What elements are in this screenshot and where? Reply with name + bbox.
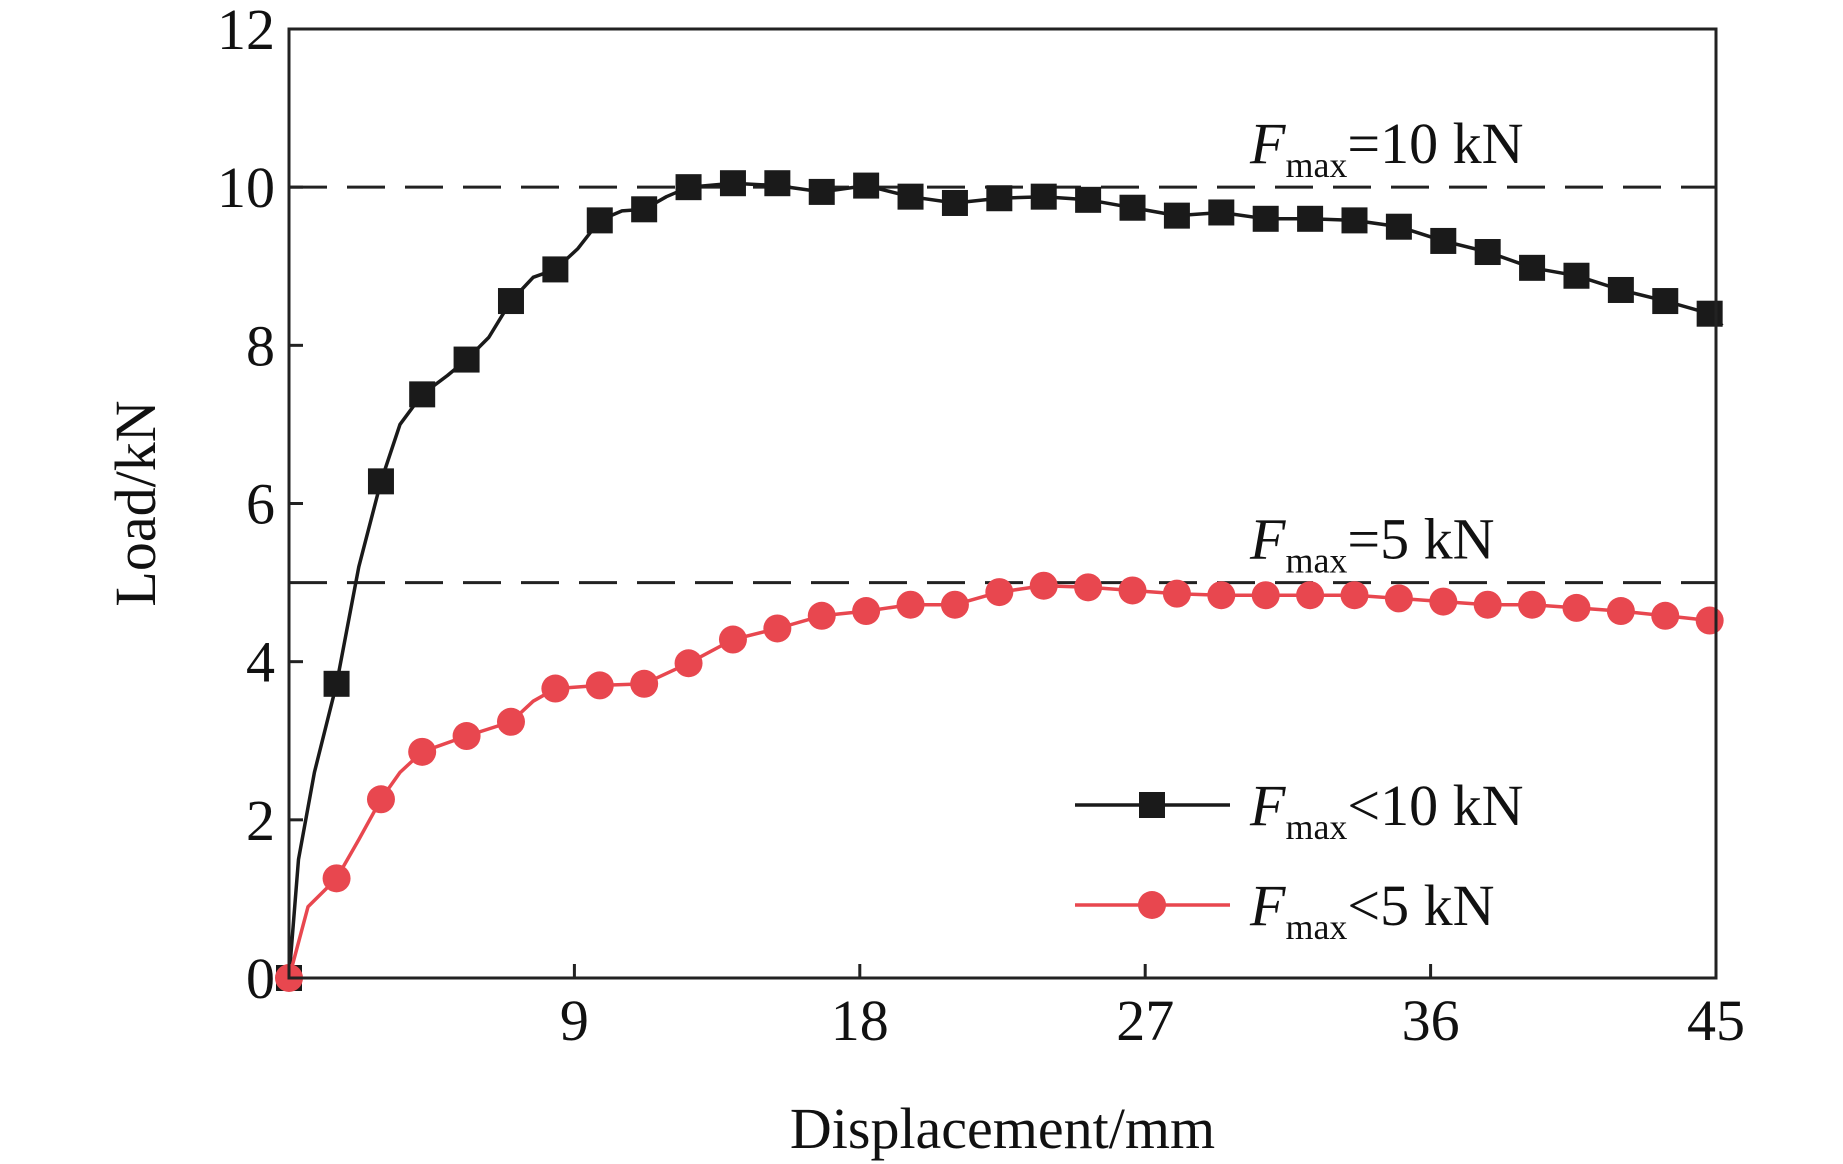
data-point: [323, 670, 350, 697]
data-point: [1651, 601, 1680, 630]
data-point: [986, 185, 1013, 212]
data-point: [585, 671, 614, 700]
y-tick-label: 4: [246, 630, 275, 695]
data-point: [719, 170, 746, 197]
data-point: [541, 674, 570, 703]
data-point: [1118, 576, 1147, 605]
reference-labels: Fmax=10 kN Fmax=5 kN: [1249, 111, 1524, 580]
data-point: [675, 174, 702, 201]
data-point: [940, 590, 969, 619]
data-point: [1518, 590, 1547, 619]
legend-label: Fmax<5 kN: [1249, 873, 1495, 947]
legend: Fmax<10 kN Fmax<5 kN: [1075, 773, 1524, 947]
data-point: [408, 737, 437, 766]
data-point: [496, 707, 525, 736]
data-point: [1695, 606, 1724, 635]
data-point: [1474, 239, 1501, 266]
data-point: [1341, 207, 1368, 234]
data-point: [630, 669, 659, 698]
data-point: [1207, 581, 1236, 610]
data-point: [1119, 194, 1146, 221]
y-tick-label: 8: [246, 313, 275, 378]
data-point: [897, 183, 924, 210]
data-point: [631, 196, 658, 223]
data-point: [1385, 213, 1412, 240]
data-point: [1252, 205, 1279, 232]
data-point: [366, 785, 395, 814]
data-point: [941, 189, 968, 216]
y-tick-label: 0: [246, 946, 275, 1011]
data-point: [1563, 262, 1590, 289]
data-point: [1296, 581, 1325, 610]
axis-ticks: 0 2 4 6 8 10 12 9 18 27 36 45: [217, 0, 1745, 1053]
data-point: [763, 614, 792, 643]
data-point: [497, 288, 524, 315]
data-point: [1251, 581, 1280, 610]
legend-label: Fmax<10 kN: [1249, 773, 1524, 847]
data-point: [853, 172, 880, 199]
x-tick-label: 36: [1402, 988, 1460, 1053]
data-point: [674, 649, 703, 678]
data-point: [1029, 571, 1058, 600]
x-tick-label: 45: [1687, 988, 1745, 1053]
legend-item-2: Fmax<5 kN: [1075, 873, 1495, 947]
reference-lines: [289, 185, 1716, 585]
legend-marker: [1139, 792, 1165, 818]
data-point: [1297, 205, 1324, 232]
data-point: [1696, 300, 1723, 327]
data-point: [1430, 227, 1457, 254]
data-point: [1606, 597, 1635, 626]
data-point: [807, 601, 836, 630]
data-point: [1652, 288, 1679, 315]
data-point: [1030, 183, 1057, 210]
data-point: [1384, 584, 1413, 613]
data-point: [586, 207, 613, 234]
data-point: [1208, 199, 1235, 226]
data-point: [896, 590, 925, 619]
reference-label-10: Fmax=10 kN: [1249, 111, 1524, 185]
data-point: [542, 256, 569, 283]
y-tick-label: 12: [217, 0, 275, 62]
data-point: [1075, 186, 1102, 213]
legend-marker: [1138, 891, 1166, 919]
reference-label-5: Fmax=5 kN: [1249, 507, 1495, 581]
x-tick-label: 9: [560, 988, 589, 1053]
data-point: [1429, 587, 1458, 616]
data-point: [409, 381, 436, 408]
data-point: [1074, 573, 1103, 602]
y-tick-label: 10: [217, 155, 275, 220]
data-point: [1162, 579, 1191, 608]
data-point: [1340, 581, 1369, 610]
y-axis-title: Load/kN: [103, 400, 168, 606]
series-layer: [275, 170, 1724, 992]
legend-item-1: Fmax<10 kN: [1075, 773, 1524, 847]
data-point: [367, 468, 394, 495]
x-tick-label: 27: [1116, 988, 1174, 1053]
data-point: [1519, 254, 1546, 281]
x-tick-label: 18: [831, 988, 889, 1053]
y-tick-label: 6: [246, 472, 275, 537]
data-point: [1163, 202, 1190, 229]
data-point: [1562, 593, 1591, 622]
x-axis-title: Displacement/mm: [790, 1096, 1215, 1161]
data-point: [852, 597, 881, 626]
data-point: [764, 170, 791, 197]
data-point: [322, 864, 351, 893]
data-point: [453, 346, 480, 373]
y-tick-label: 2: [246, 788, 275, 853]
data-point: [1473, 590, 1502, 619]
data-point: [718, 625, 747, 654]
data-point: [985, 578, 1014, 607]
data-point: [808, 178, 835, 205]
series-1: [276, 170, 1724, 991]
data-point: [452, 722, 481, 751]
data-point: [1607, 276, 1634, 303]
